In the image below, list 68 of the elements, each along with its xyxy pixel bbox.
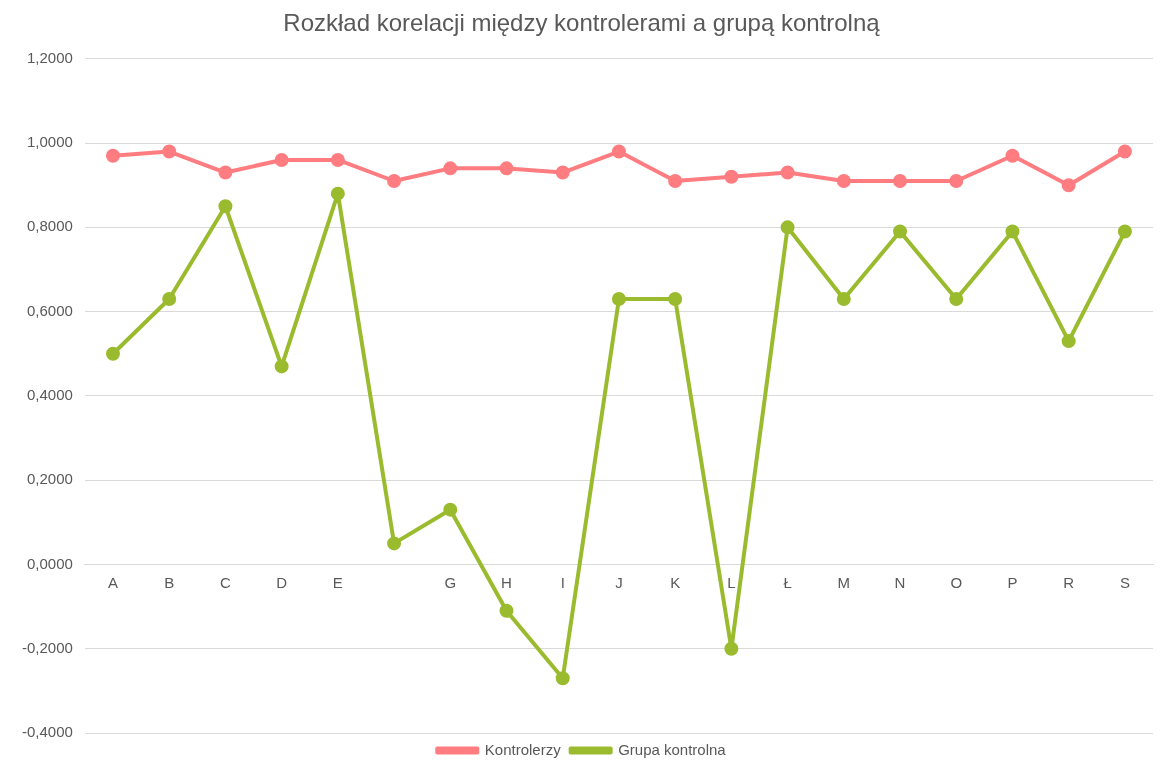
y-tick-label: -0,4000 [22, 723, 73, 741]
point [274, 359, 289, 374]
x-tick-label: D [276, 573, 288, 591]
x-tick-label: S [1119, 573, 1130, 591]
x-tick-label: A [107, 573, 118, 591]
x-tick-label: M [837, 573, 851, 591]
point [162, 144, 177, 159]
y-tick-label: 0,8000 [26, 217, 73, 235]
point [443, 161, 458, 176]
x-tick-label: H [501, 573, 512, 591]
y-tick-label: 0,2000 [26, 470, 73, 488]
point [724, 641, 739, 656]
point [218, 165, 233, 180]
point [893, 224, 908, 239]
point [836, 174, 851, 188]
point [780, 165, 795, 180]
x-tick-label: P [1007, 573, 1018, 591]
x-tick-label: J [615, 573, 623, 591]
legend-label: Kontrolerzy [484, 740, 562, 758]
point [836, 291, 851, 306]
x-tick-label: E [332, 573, 343, 591]
point [387, 174, 402, 188]
point [1005, 224, 1020, 239]
point [949, 174, 964, 188]
point [893, 174, 908, 188]
point [330, 152, 345, 167]
x-tick-label: O [950, 573, 963, 591]
x-tick-label: Ł [783, 573, 792, 591]
point [330, 186, 345, 201]
point [218, 199, 233, 214]
chart-title: Rozkład korelacji między kontrolerami a grupą kontrolną [283, 9, 881, 37]
point [105, 148, 120, 163]
x-tick-label: N [894, 573, 906, 591]
point [105, 346, 120, 361]
point [1061, 334, 1076, 349]
y-tick-label: -0,2000 [22, 638, 73, 656]
point [555, 671, 570, 686]
x-tick-label: B [164, 573, 175, 591]
x-tick-label: C [220, 573, 231, 591]
point [499, 603, 514, 618]
x-tick-label: L [727, 573, 736, 591]
x-tick-label: R [1063, 573, 1075, 591]
point [499, 161, 514, 176]
point [1061, 178, 1076, 193]
point [274, 152, 289, 167]
x-tick-label: K [670, 573, 681, 591]
x-tick-label: I [560, 573, 565, 591]
point [668, 174, 683, 188]
x-tick-label: G [444, 573, 457, 591]
y-tick-label: 1,0000 [26, 133, 73, 151]
point [668, 291, 683, 306]
y-tick-label: 0,4000 [26, 386, 73, 404]
point [780, 220, 795, 235]
point [1117, 224, 1132, 239]
point [724, 169, 739, 184]
point [162, 291, 177, 306]
point [1005, 148, 1020, 163]
point [387, 536, 402, 551]
legend-label: Grupa kontrolna [618, 740, 727, 758]
y-tick-label: 0,0000 [26, 554, 73, 572]
point [611, 144, 626, 159]
point [949, 291, 964, 306]
point [1117, 144, 1132, 159]
point [611, 291, 626, 306]
point [443, 502, 458, 517]
y-tick-label: 1,2000 [26, 48, 73, 66]
y-tick-label: 0,6000 [26, 301, 73, 319]
point [555, 165, 570, 180]
